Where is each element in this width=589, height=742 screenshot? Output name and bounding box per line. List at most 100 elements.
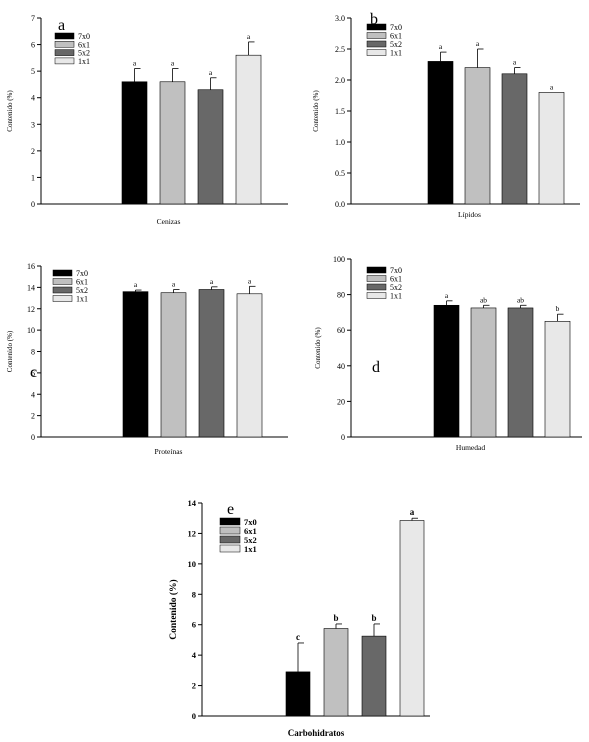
y-tick-label: 5: [31, 67, 35, 76]
y-tick-label: 12: [188, 528, 197, 538]
y-tick-label: 2: [31, 147, 35, 156]
bar-6x1: [470, 307, 497, 438]
legend-swatch-5x2: [52, 286, 73, 294]
significance-letter: a: [247, 32, 251, 41]
y-axis-label: Contenido (%): [168, 579, 179, 639]
legend-label: 6x1: [78, 40, 90, 49]
y-tick-label: 6: [31, 41, 35, 50]
y-tick-label: 20: [337, 397, 345, 406]
bar-7x0: [121, 81, 148, 205]
significance-letter: a: [445, 291, 449, 300]
y-tick-label: 80: [337, 291, 345, 300]
chart-panel-c: 0 2 4 6 8 10 12 14 16 Contenido (%) Proteínas a a a a 7…: [6, 262, 288, 456]
legend-swatch-1x1: [366, 49, 387, 56]
significance-letter: a: [550, 82, 554, 91]
x-axis-label: Carbohidratos: [288, 728, 345, 738]
legend-swatch-7x0: [366, 266, 387, 274]
bar-1x1: [236, 293, 263, 438]
legend-label: 7x0: [76, 269, 88, 278]
legend-label: 5x2: [244, 535, 257, 545]
y-tick-label: 0.5: [335, 169, 345, 178]
bar-6x1: [160, 292, 187, 438]
legend-swatch-7x0: [54, 32, 75, 40]
panel-letter: e: [227, 501, 234, 518]
y-tick-label: 0: [341, 433, 345, 442]
legend-swatch-1x1: [52, 295, 73, 302]
panel-letter: b: [370, 11, 378, 28]
bar-5x2: [501, 73, 528, 205]
y-tick-label: 14: [27, 283, 35, 292]
y-axis-label: Contenido (%): [314, 327, 322, 369]
legend-swatch-5x2: [366, 283, 387, 291]
legend-label: 5x2: [78, 49, 90, 58]
legend-swatch-6x1: [366, 275, 387, 282]
significance-letter: a: [210, 277, 214, 286]
bar-6x1: [159, 81, 186, 205]
significance-letter: b: [333, 613, 338, 623]
y-tick-label: 0: [31, 200, 35, 209]
bar-5x2: [361, 635, 387, 717]
significance-letter: a: [513, 58, 517, 67]
y-tick-label: 6: [31, 369, 35, 378]
bar-6x1: [323, 628, 349, 717]
bar-1x1: [235, 54, 262, 205]
y-axis-label: Contenido (%): [312, 90, 320, 132]
y-tick-label: 1.5: [335, 107, 345, 116]
y-tick-label: 10: [27, 326, 35, 335]
legend-label: 7x0: [244, 517, 257, 527]
y-tick-label: 0: [192, 711, 196, 721]
y-tick-label: 6: [192, 620, 196, 630]
chart-panel-a: 0 1 2 3 4 5 6 7 Contenido (%) Cenizas a a a a 7x06x15x…: [6, 14, 288, 226]
significance-letter: ab: [480, 295, 487, 304]
panel-letter: d: [372, 359, 380, 376]
legend-swatch-5x2: [54, 49, 75, 56]
legend-swatch-6x1: [219, 526, 241, 535]
bar-5x2: [198, 289, 225, 438]
legend-label: 6x1: [244, 526, 257, 536]
y-tick-label: 2.5: [335, 45, 345, 54]
panel-letter: a: [58, 17, 65, 34]
significance-letter: c: [296, 632, 300, 642]
panel-letter: c: [30, 364, 37, 381]
legend-label: 1x1: [78, 57, 90, 66]
chart-panel-b: 0.0 0.5 1.0 1.5 2.0 2.5 3.0 Contenido (%) Lípido…: [312, 11, 580, 219]
x-axis-label: Lípidos: [458, 210, 481, 219]
legend-label: 6x1: [390, 275, 402, 284]
y-tick-label: 8: [192, 589, 196, 599]
significance-letter: a: [410, 507, 415, 517]
legend-swatch-7x0: [219, 517, 241, 526]
y-tick-label: 12: [27, 305, 35, 314]
significance-letter: a: [172, 280, 176, 289]
legend-label: 6x1: [390, 32, 402, 41]
bar-1x1: [399, 520, 425, 717]
legend-label: 5x2: [390, 40, 402, 49]
y-tick-label: 8: [31, 348, 35, 357]
y-tick-label: 4: [31, 390, 35, 399]
y-tick-label: 0.0: [335, 200, 345, 209]
legend-label: 6x1: [76, 278, 88, 287]
significance-letter: b: [556, 304, 560, 313]
x-axis-label: Proteínas: [155, 447, 183, 456]
significance-letter: a: [476, 39, 480, 48]
legend-swatch-7x0: [366, 23, 387, 31]
x-axis-label: Humedad: [456, 443, 485, 452]
bar-7x0: [433, 304, 460, 438]
bar-7x0: [285, 671, 311, 717]
y-tick-label: 2.0: [335, 76, 345, 85]
significance-letter: a: [439, 42, 443, 51]
y-tick-label: 60: [337, 326, 345, 335]
y-axis-label: Contenido (%): [6, 330, 14, 372]
chart-panel-e: 0 2 4 6 8 10 12 14 Contenido (%) Carbohidratos c b b…: [168, 498, 430, 738]
legend-label: 5x2: [76, 286, 88, 295]
legend-label: 1x1: [244, 544, 257, 554]
legend-label: 1x1: [390, 49, 402, 58]
significance-letter: a: [248, 276, 252, 285]
legend-swatch-1x1: [366, 292, 387, 299]
y-tick-label: 3.0: [335, 14, 345, 23]
bar-6x1: [464, 67, 491, 205]
y-tick-label: 16: [27, 262, 35, 271]
y-tick-label: 2: [31, 412, 35, 421]
bar-5x2: [197, 89, 224, 205]
bar-1x1: [544, 320, 571, 438]
